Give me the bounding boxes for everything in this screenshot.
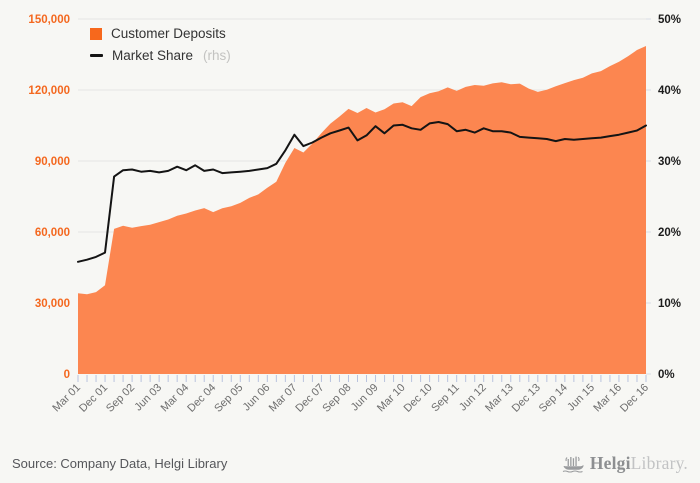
x-axis-label: Mar 13 <box>483 382 516 415</box>
x-axis-label: Mar 01 <box>50 382 83 415</box>
legend-rhs-suffix: (rhs) <box>203 48 231 63</box>
market-share-line-icon <box>90 54 103 57</box>
x-axis-label: Jun 15 <box>565 382 597 414</box>
legend-item-market-share[interactable]: Market Share (rhs) <box>90 48 231 63</box>
x-axis-label: Dec 01 <box>77 382 110 415</box>
x-axis-label: Sep 08 <box>320 382 353 415</box>
x-axis-label: Mar 04 <box>159 382 192 415</box>
y-axis-left-label: 120,000 <box>28 85 70 97</box>
logo-library: Library. <box>630 452 688 473</box>
x-axis-label: Mar 07 <box>267 382 300 415</box>
x-axis-label: Jun 09 <box>349 382 381 414</box>
y-axis-left-label: 0 <box>64 369 70 381</box>
x-axis-label: Dec 13 <box>510 382 543 415</box>
y-axis-right-label: 30% <box>658 156 681 168</box>
x-axis-label: Jun 06 <box>241 382 273 414</box>
deposits-swatch-icon <box>90 27 102 40</box>
y-axis-right-label: 10% <box>658 298 681 310</box>
y-axis-left-label: 150,000 <box>28 14 70 26</box>
y-axis-right-label: 0% <box>658 369 675 381</box>
y-axis-right-label: 40% <box>658 85 681 97</box>
customer-deposits-area <box>78 46 646 374</box>
footer: Source: Company Data, Helgi Library Helg… <box>0 443 700 483</box>
x-axis-label: Dec 04 <box>185 382 218 415</box>
legend-item-customer-deposits[interactable]: Customer Deposits <box>90 26 231 41</box>
deposits-market-share-chart: 0 0% 30,000 10% 60,000 20% 90,000 30% 120,000 40%… <box>28 14 681 415</box>
viking-ship-icon <box>562 456 584 473</box>
x-axis-label: Dec 07 <box>293 382 326 415</box>
market-share-line <box>77 121 647 263</box>
x-axis-label: Jun 12 <box>457 382 489 414</box>
logo-wordmark: HelgiLibrary. <box>590 453 688 474</box>
x-axis-label: Sep 14 <box>537 382 570 415</box>
source-note: Source: Company Data, Helgi Library <box>12 455 228 471</box>
y-axis-right-label: 20% <box>658 227 681 239</box>
y-axis-right-label: 50% <box>658 14 681 26</box>
logo-helgi: Helgi <box>589 452 631 473</box>
y-axis-left-label: 30,000 <box>35 298 70 310</box>
legend: Customer Deposits Market Share (rhs) <box>90 26 231 63</box>
y-axis-left-label: 60,000 <box>35 227 70 239</box>
y-axis-left-label: 90,000 <box>35 156 70 168</box>
x-axis-label: Mar 16 <box>591 382 624 415</box>
x-axis-label: Mar 10 <box>375 382 408 415</box>
legend-deposits-label: Customer Deposits <box>111 26 226 41</box>
x-axis-label: Sep 02 <box>104 382 137 415</box>
x-axis-label: Dec 10 <box>402 382 435 415</box>
x-axis-label: Sep 11 <box>429 382 462 415</box>
helgi-library-logo: HelgiLibrary. <box>562 452 688 474</box>
x-axis-label: Dec 16 <box>618 382 651 415</box>
legend-market-share-label: Market Share <box>112 48 194 63</box>
x-axis-label: Jun 03 <box>132 382 164 414</box>
x-axis-label: Sep 05 <box>212 382 245 415</box>
